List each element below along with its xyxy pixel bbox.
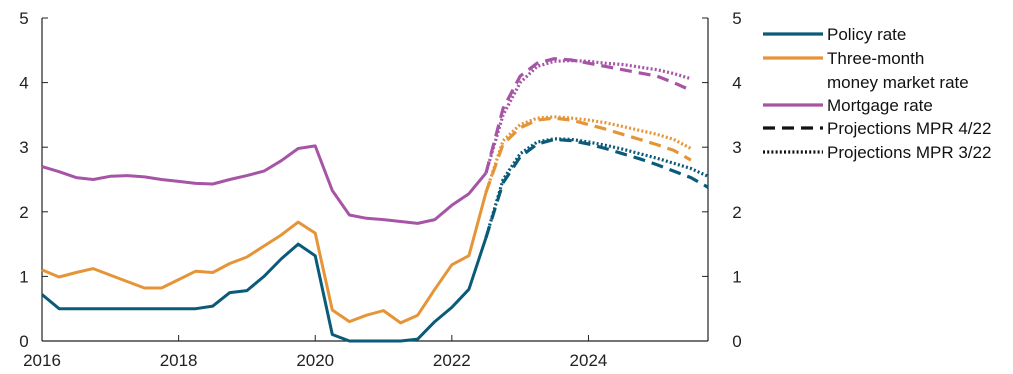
series-line-policy-rate-projection-mpr-4-22 [484,137,709,239]
series-line-policy-rate-projection-mpr-3-22 [484,137,709,239]
x-tick-labels: 2016 2018 2020 2022 2024 [23,351,607,370]
right-y-tick-label: 3 [732,138,741,157]
x-tick-label: 2024 [570,351,608,370]
series-line-three-month-money-market-rate [41,192,488,325]
series-line-policy-rate [41,237,488,343]
x-tick-label: 2020 [296,351,334,370]
left-y-tick-label: 0 [19,332,28,351]
right-y-tick-labels: 0 1 2 3 4 5 [732,9,741,351]
left-y-tick-label: 5 [19,9,28,28]
right-y-tick-label: 0 [732,332,741,351]
right-y-tick-label: 4 [732,74,741,93]
series-line-mortgage-rate-projection-mpr-3-22 [484,58,692,174]
legend-label: Mortgage rate [827,96,933,115]
left-y-tick-label: 1 [19,267,28,286]
right-y-tick-label: 2 [732,203,741,222]
series-lines [41,57,709,343]
left-y-tick-label: 3 [19,138,28,157]
left-y-tick-label: 4 [19,74,28,93]
legend: Policy rate Three-month money market rate M… [763,25,991,162]
legend-label: Projections MPR 3/22 [827,143,991,162]
x-tick-label: 2016 [23,351,61,370]
series-line-three-month-money-market-rate-projection-mpr-3-22 [484,115,692,193]
x-tick-label: 2018 [160,351,198,370]
series-line-mortgage-rate [41,144,488,225]
legend-label: Policy rate [827,25,906,44]
legend-label: Three-month [827,49,924,68]
legend-label-line2: money market rate [827,73,969,92]
right-y-tick-label: 1 [732,267,741,286]
left-y-tick-label: 2 [19,203,28,222]
legend-label: Projections MPR 4/22 [827,119,991,138]
series-line-mortgage-rate-projection-mpr-4-22 [484,57,692,174]
left-y-tick-labels: 0 1 2 3 4 5 [19,9,28,351]
right-y-tick-label: 5 [732,9,741,28]
x-tick-label: 2022 [433,351,471,370]
series-line-three-month-money-market-rate-projection-mpr-4-22 [484,116,692,193]
